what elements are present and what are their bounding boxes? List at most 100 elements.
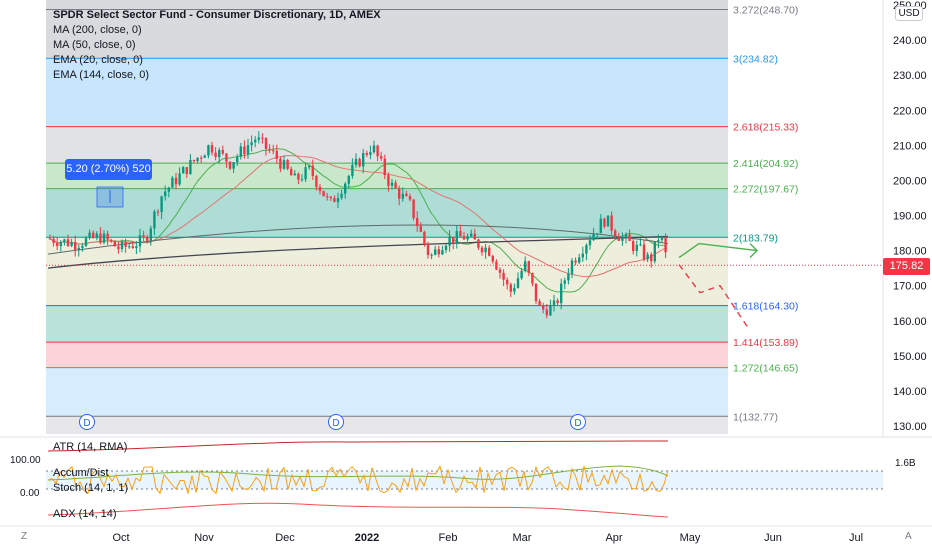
fib-band	[46, 0, 728, 10]
candle-body	[383, 158, 386, 176]
timezone-button[interactable]: Z	[21, 531, 28, 542]
candle-body	[182, 167, 185, 174]
candle-body	[48, 238, 52, 240]
candle-body	[473, 233, 476, 240]
candle-body	[567, 273, 570, 281]
candle-body	[585, 245, 588, 254]
y-tick-label: 160.00	[893, 316, 927, 328]
candle-body	[488, 247, 491, 256]
candle-body	[282, 160, 286, 169]
candle-body	[408, 196, 412, 200]
candle-body	[596, 233, 599, 235]
fib-band	[46, 126, 728, 164]
candle-body	[257, 137, 260, 140]
candle-body	[153, 211, 156, 229]
candle-body	[77, 247, 80, 250]
candle-body	[290, 168, 293, 176]
fib-label: 1.272(146.65)	[733, 363, 798, 375]
dividend-marker	[570, 414, 586, 430]
candle-body	[200, 157, 203, 159]
fib-label: 1.618(164.30)	[733, 301, 798, 313]
candle-body	[423, 231, 426, 244]
candle-body	[340, 193, 343, 198]
candle-body	[286, 160, 289, 169]
stoch-label: Stoch (14, 1, 1)	[53, 482, 129, 494]
x-tick-label: 2022	[355, 532, 379, 544]
candle-body	[542, 305, 545, 310]
candle-body	[174, 177, 178, 185]
ema144-line	[47, 224, 669, 255]
candle-body	[318, 186, 322, 191]
x-tick-label: Jun	[764, 532, 782, 544]
fib-label: 3(234.82)	[733, 53, 778, 65]
y-tick-label: 170.00	[893, 281, 927, 293]
candle-body	[416, 218, 419, 227]
candle-body	[279, 158, 282, 169]
candle-body	[88, 232, 91, 239]
candle-body	[210, 145, 214, 153]
fib-band	[46, 163, 728, 189]
candle-body	[131, 246, 134, 249]
candle-body	[470, 233, 473, 237]
fib-band	[46, 188, 728, 238]
x-tick-label: Nov	[194, 532, 214, 544]
candle-body	[185, 167, 188, 174]
candle-body	[354, 158, 358, 165]
candle-body	[106, 233, 109, 240]
legend-ema20: EMA (20, close, 0)	[53, 54, 143, 66]
candle-body	[171, 177, 174, 188]
dividend-marker-label: D	[332, 418, 339, 429]
candle-body	[578, 257, 581, 263]
candle-body	[156, 211, 160, 213]
candle-body	[506, 279, 509, 285]
candle-body	[322, 190, 325, 197]
candle-body	[610, 215, 613, 231]
candle-body	[394, 182, 397, 189]
candle-body	[624, 234, 628, 238]
candle-body	[650, 254, 653, 262]
auto-scale-button[interactable]: A	[905, 531, 912, 542]
candle-body	[189, 159, 192, 174]
x-tick-label: Oct	[112, 532, 129, 544]
accum-label: Accum/Dist	[53, 467, 109, 479]
candle-body	[462, 236, 466, 240]
candle-body	[452, 236, 455, 244]
candle-body	[387, 175, 390, 186]
candle-body	[236, 156, 239, 163]
dividend-marker	[79, 414, 95, 430]
candle-body	[588, 240, 592, 246]
dividend-marker-label: D	[83, 418, 90, 429]
candle-body	[563, 280, 566, 284]
candle-body	[405, 193, 408, 197]
candle-body	[128, 246, 131, 248]
y-tick-label: 240.00	[893, 35, 927, 47]
candle-body	[149, 228, 152, 241]
candle-body	[534, 283, 538, 302]
candle-body	[581, 253, 584, 258]
candle-body	[628, 234, 631, 241]
candle-body	[160, 196, 163, 213]
candle-body	[592, 233, 595, 241]
candle-body	[261, 137, 264, 139]
atr-line	[47, 440, 669, 452]
candle-body	[63, 239, 66, 243]
atr-label: ATR (14, RMA)	[53, 441, 128, 453]
candle-body	[401, 193, 404, 199]
candle-body	[196, 157, 199, 162]
candle-body	[66, 239, 70, 246]
candle-body	[430, 254, 433, 256]
fib-band	[46, 9, 728, 59]
candle-body	[657, 240, 660, 242]
candle-body	[243, 146, 246, 155]
candle-body	[311, 165, 314, 176]
candle-body	[124, 241, 127, 247]
candle-body	[617, 236, 620, 241]
currency-badge[interactable]: USD	[895, 6, 923, 21]
candle-body	[142, 235, 145, 238]
candle-body	[164, 191, 167, 197]
candle-body	[466, 236, 469, 240]
candle-body	[228, 161, 232, 169]
y-tick-label: 190.00	[893, 211, 927, 223]
